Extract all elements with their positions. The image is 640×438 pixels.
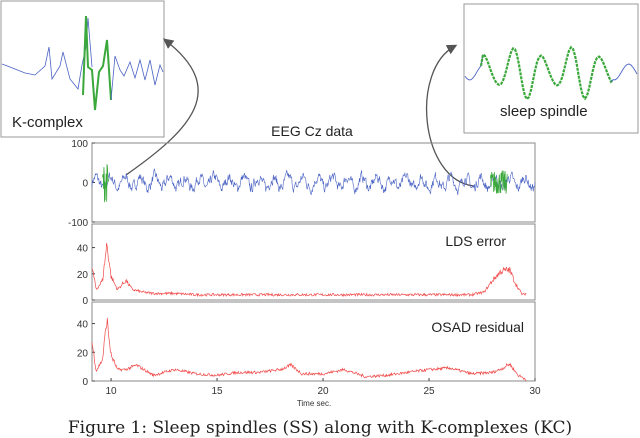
- eeg-series-line: [91, 168, 536, 196]
- osad-panel-title: OSAD residual: [431, 319, 524, 335]
- k-complex-inset-waveform: [82, 15, 112, 111]
- arrow-to-sleep-spindle: [426, 44, 475, 187]
- sleep-spindle-inset-eeg-line: [464, 54, 484, 81]
- lds-panel-title: LDS error: [445, 233, 506, 249]
- sleep-spindle-series-line: [490, 169, 508, 194]
- lds-error-series-line: [91, 243, 527, 298]
- panel-axes-1: [91, 223, 536, 301]
- y-tick-label: -100: [68, 218, 88, 229]
- k-complex-inset-eeg-line: [110, 55, 164, 101]
- k-complex-inset-trace: [1, 15, 164, 111]
- sleep-spindle-inset: [463, 3, 639, 134]
- k-complex-inset: [0, 0, 165, 138]
- x-tick-label: 30: [529, 386, 541, 397]
- x-tick-label: 20: [317, 386, 329, 397]
- sleep-spindle-inset-eeg-line: [610, 63, 638, 82]
- x-tick-label: 25: [423, 386, 435, 397]
- figure-caption: Figure 1: Sleep spindles (SS) along with…: [67, 418, 573, 438]
- sleep-spindle-inset-trace: [464, 45, 638, 101]
- y-tick-label: 20: [77, 348, 89, 359]
- y-tick-label: 0: [82, 179, 88, 190]
- panel-axes-2: [91, 301, 536, 382]
- y-tick-label: 40: [77, 244, 89, 255]
- y-tick-label: 0: [82, 377, 88, 388]
- panel-axes-0: [91, 142, 536, 223]
- sleep-spindle-label: sleep spindle: [500, 103, 588, 120]
- y-tick-label: 20: [77, 270, 89, 281]
- sleep-spindle-inset-waveform: [479, 45, 614, 101]
- x-tick-label: 15: [211, 386, 223, 397]
- arrow-to-k-complex: [125, 38, 199, 176]
- y-tick-label: 100: [71, 139, 88, 150]
- k-complex-label: K-complex: [12, 114, 83, 131]
- y-tick-label: 40: [77, 320, 89, 331]
- y-tick-label: 0: [82, 296, 88, 307]
- x-tick-label: 10: [106, 386, 118, 397]
- x-axis-label: Time sec.: [297, 399, 331, 408]
- eeg-panel-title: EEG Cz data: [271, 123, 353, 139]
- osad-residual-series-line: [91, 317, 527, 382]
- k-complex-series-line: [102, 164, 109, 203]
